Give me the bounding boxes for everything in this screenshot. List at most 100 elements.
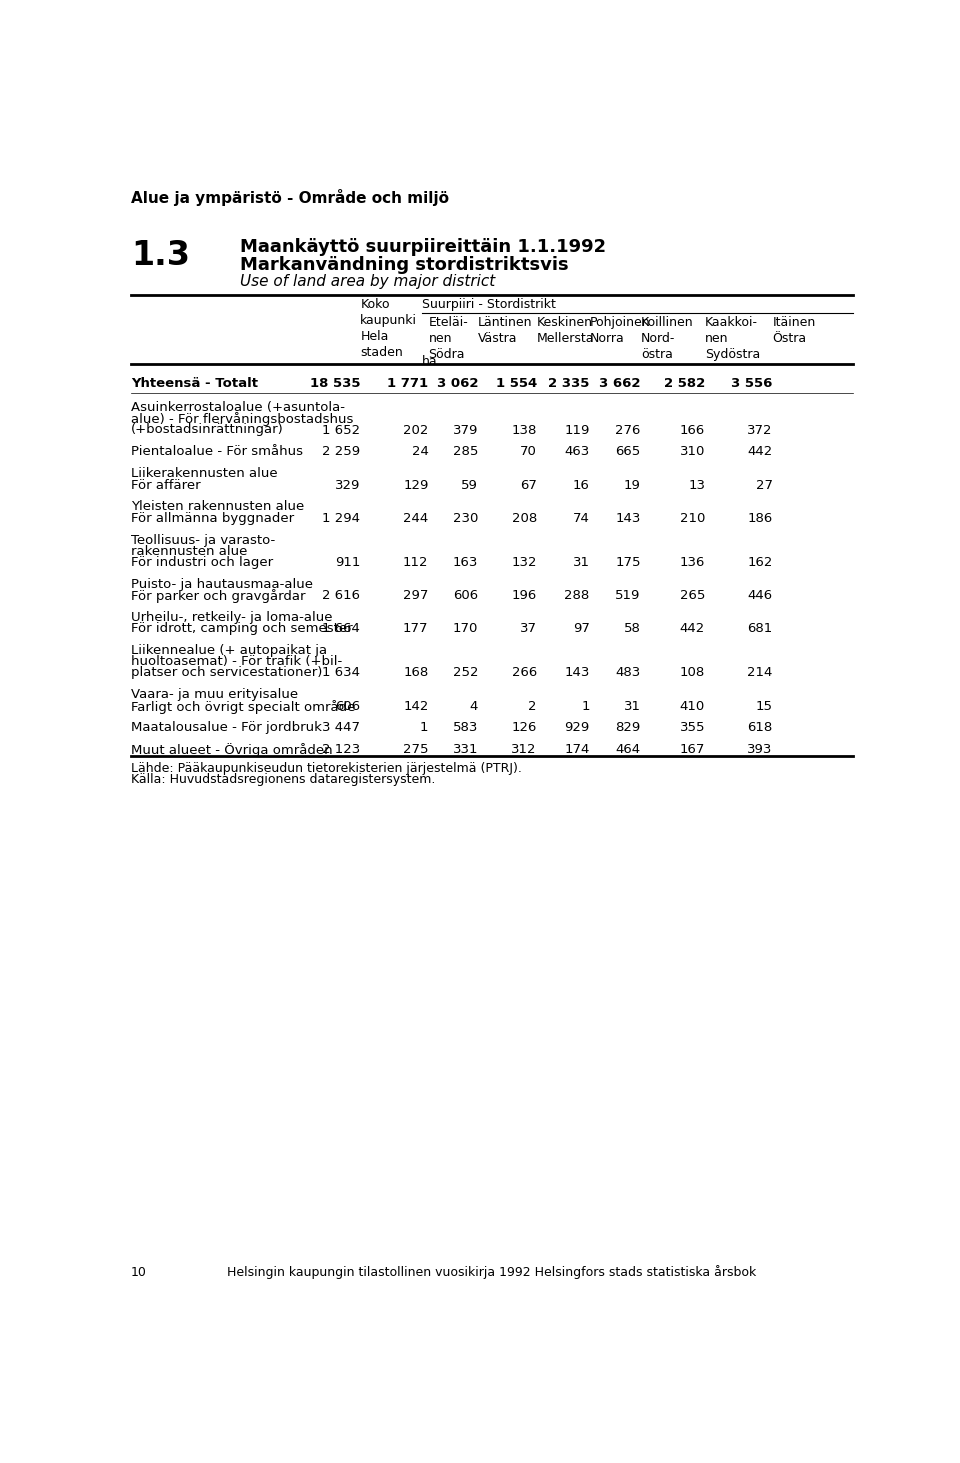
Text: 2 582: 2 582 xyxy=(664,376,706,389)
Text: 312: 312 xyxy=(512,743,537,756)
Text: 2 259: 2 259 xyxy=(323,445,360,458)
Text: 331: 331 xyxy=(452,743,478,756)
Text: 163: 163 xyxy=(453,556,478,569)
Text: 167: 167 xyxy=(680,743,706,756)
Text: 446: 446 xyxy=(748,590,773,603)
Text: 18 535: 18 535 xyxy=(310,376,360,389)
Text: Maankäyttö suurpiireittäin 1.1.1992: Maankäyttö suurpiireittäin 1.1.1992 xyxy=(240,238,607,256)
Text: Itäinen
Östra: Itäinen Östra xyxy=(773,316,816,345)
Text: 210: 210 xyxy=(680,512,706,525)
Text: 1 554: 1 554 xyxy=(495,376,537,389)
Text: Alue ja ympäristö - Område och miljö: Alue ja ympäristö - Område och miljö xyxy=(131,189,449,206)
Text: ha: ha xyxy=(422,356,438,369)
Text: 119: 119 xyxy=(564,423,589,436)
Text: 464: 464 xyxy=(615,743,641,756)
Text: 59: 59 xyxy=(461,478,478,492)
Text: För idrott, camping och semester: För idrott, camping och semester xyxy=(131,622,352,635)
Text: 196: 196 xyxy=(512,590,537,603)
Text: 329: 329 xyxy=(335,478,360,492)
Text: Urheilu-, retkeily- ja loma-alue: Urheilu-, retkeily- ja loma-alue xyxy=(131,612,332,625)
Text: 162: 162 xyxy=(747,556,773,569)
Text: 3 662: 3 662 xyxy=(599,376,641,389)
Text: 112: 112 xyxy=(403,556,428,569)
Text: 1 664: 1 664 xyxy=(323,622,360,635)
Text: Yhteensä - Totalt: Yhteensä - Totalt xyxy=(131,376,258,389)
Text: 19: 19 xyxy=(624,478,641,492)
Text: Puisto- ja hautausmaa-alue: Puisto- ja hautausmaa-alue xyxy=(131,578,313,591)
Text: 97: 97 xyxy=(573,622,589,635)
Text: 129: 129 xyxy=(403,478,428,492)
Text: 70: 70 xyxy=(520,445,537,458)
Text: 1 634: 1 634 xyxy=(323,667,360,679)
Text: 2: 2 xyxy=(528,699,537,712)
Text: 355: 355 xyxy=(680,721,706,734)
Text: 142: 142 xyxy=(403,699,428,712)
Text: 1: 1 xyxy=(420,721,428,734)
Text: 177: 177 xyxy=(403,622,428,635)
Text: 3 062: 3 062 xyxy=(437,376,478,389)
Text: 285: 285 xyxy=(453,445,478,458)
Text: Helsingin kaupungin tilastollinen vuosikirja 1992 Helsingfors stads statistiska : Helsingin kaupungin tilastollinen vuosik… xyxy=(228,1265,756,1279)
Text: 252: 252 xyxy=(452,667,478,679)
Text: 519: 519 xyxy=(615,590,641,603)
Text: Vaara- ja muu erityisalue: Vaara- ja muu erityisalue xyxy=(131,689,298,701)
Text: 2 616: 2 616 xyxy=(323,590,360,603)
Text: 108: 108 xyxy=(680,667,706,679)
Text: (+bostadsinrättningar): (+bostadsinrättningar) xyxy=(131,423,283,436)
Text: 379: 379 xyxy=(453,423,478,436)
Text: 275: 275 xyxy=(403,743,428,756)
Text: Muut alueet - Övriga områden: Muut alueet - Övriga områden xyxy=(131,743,332,758)
Text: 929: 929 xyxy=(564,721,589,734)
Text: 618: 618 xyxy=(747,721,773,734)
Text: Use of land area by major district: Use of land area by major district xyxy=(240,274,495,290)
Text: 483: 483 xyxy=(615,667,641,679)
Text: 132: 132 xyxy=(512,556,537,569)
Text: 166: 166 xyxy=(680,423,706,436)
Text: 681: 681 xyxy=(747,622,773,635)
Text: 1 771: 1 771 xyxy=(387,376,428,389)
Text: Källa: Huvudstadsregionens dataregistersystem.: Källa: Huvudstadsregionens dataregisters… xyxy=(131,772,435,786)
Text: 2 123: 2 123 xyxy=(322,743,360,756)
Text: 230: 230 xyxy=(453,512,478,525)
Text: 208: 208 xyxy=(512,512,537,525)
Text: 15: 15 xyxy=(756,699,773,712)
Text: 174: 174 xyxy=(564,743,589,756)
Text: 126: 126 xyxy=(512,721,537,734)
Text: För industri och lager: För industri och lager xyxy=(131,556,273,569)
Text: 665: 665 xyxy=(615,445,641,458)
Text: 606: 606 xyxy=(453,590,478,603)
Text: Läntinen
Västra: Läntinen Västra xyxy=(478,316,533,345)
Text: 1 294: 1 294 xyxy=(323,512,360,525)
Text: 1: 1 xyxy=(581,699,589,712)
Text: Eteläi-
nen
Södra: Eteläi- nen Södra xyxy=(428,316,468,361)
Text: Koillinen
Nord-
östra: Koillinen Nord- östra xyxy=(641,316,693,361)
Text: huoltoasemat) - För trafik (+bil-: huoltoasemat) - För trafik (+bil- xyxy=(131,655,342,669)
Text: 168: 168 xyxy=(403,667,428,679)
Text: 67: 67 xyxy=(520,478,537,492)
Text: 3 556: 3 556 xyxy=(732,376,773,389)
Text: 24: 24 xyxy=(412,445,428,458)
Text: Liikennealue (+ autopaikat ja: Liikennealue (+ autopaikat ja xyxy=(131,644,327,657)
Text: rakennusten alue: rakennusten alue xyxy=(131,544,248,557)
Text: För affärer: För affärer xyxy=(131,478,201,492)
Text: Liikerakennusten alue: Liikerakennusten alue xyxy=(131,467,277,480)
Text: Markanvändning stordistriktsvis: Markanvändning stordistriktsvis xyxy=(240,256,568,275)
Text: Lähde: Pääkaupunkiseudun tietorekisterien järjestelmä (PTRJ).: Lähde: Pääkaupunkiseudun tietorekisterie… xyxy=(131,762,521,775)
Text: 3 447: 3 447 xyxy=(323,721,360,734)
Text: 442: 442 xyxy=(680,622,706,635)
Text: 143: 143 xyxy=(564,667,589,679)
Text: Kaakkoi-
nen
Sydöstra: Kaakkoi- nen Sydöstra xyxy=(706,316,760,361)
Text: 143: 143 xyxy=(615,512,641,525)
Text: 202: 202 xyxy=(403,423,428,436)
Text: alue) - För flervåningsbostadshus: alue) - För flervåningsbostadshus xyxy=(131,413,353,426)
Text: 138: 138 xyxy=(512,423,537,436)
Text: Maatalousalue - För jordbruk: Maatalousalue - För jordbruk xyxy=(131,721,322,734)
Text: 186: 186 xyxy=(747,512,773,525)
Text: 606: 606 xyxy=(335,699,360,712)
Text: 265: 265 xyxy=(680,590,706,603)
Text: 410: 410 xyxy=(680,699,706,712)
Text: 288: 288 xyxy=(564,590,589,603)
Text: 31: 31 xyxy=(624,699,641,712)
Text: Farligt och övrigt specialt område: Farligt och övrigt specialt område xyxy=(131,699,355,714)
Text: 37: 37 xyxy=(520,622,537,635)
